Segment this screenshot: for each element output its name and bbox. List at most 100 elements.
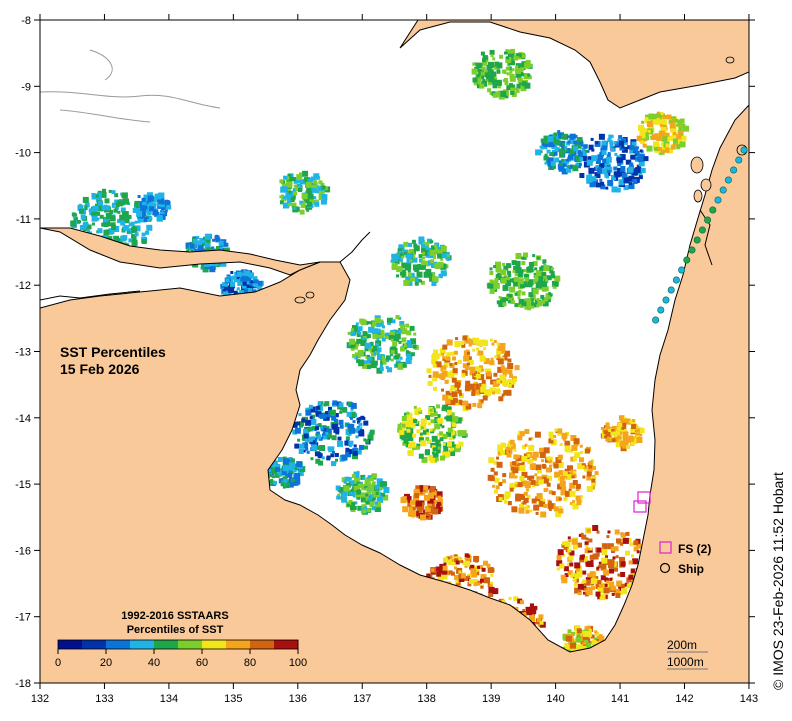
sst-pixel — [498, 482, 503, 486]
sst-pixel — [544, 140, 549, 145]
sst-pixel — [220, 283, 226, 289]
sst-pixel — [559, 475, 565, 481]
sst-pixel — [541, 463, 546, 468]
sst-pixel — [576, 500, 582, 506]
sst-pixel — [333, 426, 340, 433]
sst-pixel — [628, 560, 633, 565]
sst-pixel — [614, 171, 621, 178]
sst-pixel — [488, 457, 495, 464]
sst-pixel — [611, 186, 618, 193]
sst-pixel — [149, 206, 155, 212]
sst-pixel — [653, 141, 659, 148]
sst-pixel — [489, 92, 493, 95]
sst-pixel — [520, 53, 524, 57]
sst-pixel — [557, 428, 563, 434]
sst-pixel — [565, 474, 572, 480]
y-tick-label: -9 — [21, 81, 31, 93]
sst-pixel — [370, 494, 376, 501]
sst-pixel — [461, 343, 466, 348]
sst-pixel — [509, 286, 516, 293]
sst-pixel — [566, 441, 571, 446]
sst-pixel — [610, 431, 615, 436]
sst-pixel — [583, 641, 586, 645]
sst-pixel — [323, 186, 328, 191]
sst-pixel — [494, 288, 498, 292]
sst-pixel — [479, 83, 485, 89]
sst-pixel — [405, 443, 410, 448]
sst-pixel — [434, 423, 441, 430]
sst-pixel — [419, 435, 423, 439]
sst-pixel — [568, 555, 574, 561]
sst-pixel — [103, 218, 108, 223]
fs-marker-1 — [637, 491, 651, 504]
sst-pixel — [123, 198, 129, 205]
sst-pixel — [571, 502, 575, 506]
sst-pixel — [281, 470, 287, 476]
sst-pixel — [588, 628, 592, 632]
sst-pixel — [337, 493, 341, 497]
sst-pixel — [487, 88, 492, 93]
sst-pixel — [596, 566, 600, 570]
sst-pixel — [496, 342, 500, 346]
sst-pixel — [509, 70, 513, 74]
sst-pixel — [114, 193, 119, 198]
sst-pixel — [636, 543, 642, 549]
sst-pixel — [542, 300, 549, 307]
sst-pixel — [590, 634, 595, 639]
sst-pixel — [362, 331, 368, 337]
sst-pixel — [591, 586, 595, 591]
ship-track-point — [724, 176, 732, 184]
sst-pixel — [568, 139, 574, 144]
sst-pixel — [639, 171, 643, 175]
sst-pixel — [544, 153, 548, 157]
sst-pixel — [487, 69, 494, 76]
sst-pixel — [401, 328, 408, 335]
sst-pixel — [433, 247, 438, 252]
sst-pixel — [605, 186, 609, 190]
legend-label: 80 — [244, 657, 256, 669]
sst-pixel — [164, 200, 170, 205]
sst-pixel — [356, 495, 361, 500]
sst-pixel — [374, 317, 381, 324]
sst-pixel — [363, 438, 367, 442]
sst-pixel — [519, 431, 525, 437]
sst-pixel — [354, 355, 359, 360]
sst-pixel — [329, 409, 336, 416]
sst-pixel — [453, 561, 457, 565]
sst-pixel — [495, 266, 502, 273]
sst-pixel — [507, 358, 512, 363]
sst-pixel — [430, 412, 434, 417]
sst-pixel — [117, 219, 122, 224]
sst-pixel — [411, 277, 416, 282]
sst-pixel — [670, 144, 676, 150]
sst-pixel — [278, 478, 284, 484]
sst-pixel — [429, 408, 433, 412]
sst-pixel — [569, 501, 573, 505]
sst-pixel — [575, 578, 579, 583]
sst-pixel — [115, 206, 119, 210]
sst-pixel — [164, 209, 168, 213]
sst-pixel — [531, 498, 537, 504]
sst-pixel — [350, 328, 354, 332]
sst-pixel — [496, 379, 501, 384]
sst-pixel — [240, 269, 244, 273]
sst-pixel — [638, 160, 645, 167]
sst-pixel — [425, 449, 430, 455]
sst-pixel — [372, 490, 379, 497]
sst-pixel — [345, 423, 348, 426]
sst-pixel — [287, 173, 292, 178]
sst-pixel — [587, 573, 592, 578]
sst-pixel — [322, 196, 327, 201]
x-tick-label: 138 — [418, 693, 436, 705]
sst-pixel — [490, 573, 494, 577]
sst-pixel — [92, 205, 99, 212]
sst-pixel — [447, 559, 454, 565]
sst-pixel — [333, 418, 338, 423]
sst-pixel — [660, 120, 667, 127]
sst-pixel — [639, 138, 645, 144]
sst-pixel — [310, 418, 317, 425]
sst-pixel — [565, 490, 571, 497]
sst-pixel — [618, 591, 623, 595]
sst-pixel — [517, 278, 524, 285]
sst-pixel — [509, 443, 516, 450]
